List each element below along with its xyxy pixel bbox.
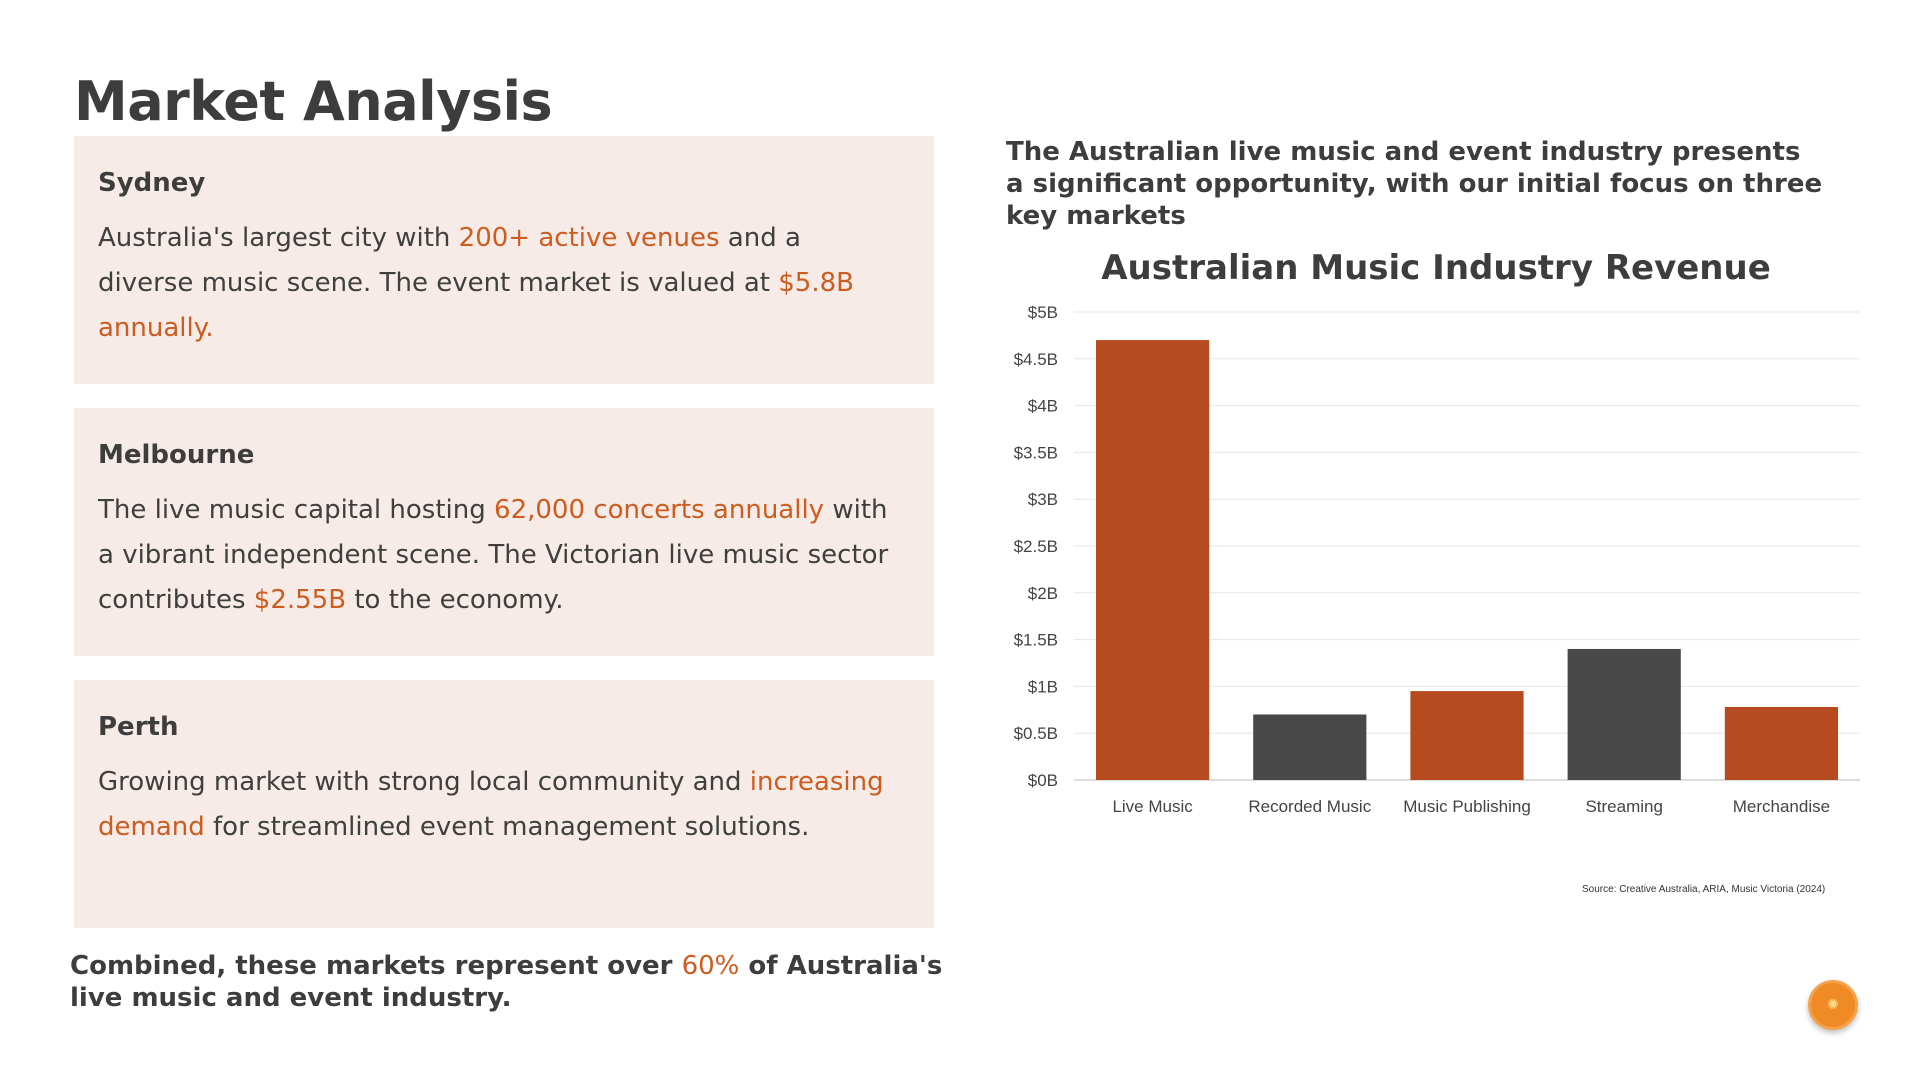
y-tick-label: $1B [1028, 677, 1058, 696]
y-tick-label: $0B [1028, 771, 1058, 790]
y-tick-label: $2.5B [1014, 537, 1058, 556]
highlight-text: 200+ active venues [458, 223, 720, 253]
x-tick-label: Streaming [1585, 797, 1662, 816]
highlight-text: 62,000 concerts annually [494, 495, 825, 525]
revenue-bar-chart: $0B $0.5B $1B $1.5B $2B $2.5B $3B $3.5B $4B $4.5B… [1014, 303, 1860, 816]
y-tick-label: $5B [1028, 303, 1058, 322]
highlight-text: increasing demand [98, 767, 884, 842]
page-title: Market Analysis [74, 70, 553, 133]
y-tick-label: $4B [1028, 397, 1058, 416]
x-tick-label: Live Music [1112, 797, 1193, 816]
x-tick-label: Recorded Music [1248, 797, 1371, 816]
body-text: Growing market with strong local communi… [98, 767, 750, 797]
body-text: for streamlined event management solutio… [204, 812, 810, 842]
x-tick-label: Music Publishing [1403, 797, 1531, 816]
bar [1724, 706, 1838, 780]
card-title: Perth [98, 712, 179, 742]
orange-slice-icon: ✺ [1827, 997, 1839, 1013]
body-text: to the economy. [346, 585, 564, 615]
chart-source: Source: Creative Australia, ARIA, Music … [1582, 884, 1826, 895]
chart-title: Australian Music Industry Revenue [1101, 248, 1771, 288]
body-text: The live music capital hosting [98, 495, 495, 525]
card-body: Australia's largest city with 200+ activ… [98, 216, 898, 351]
bar [1096, 340, 1210, 780]
body-text: Australia's largest city with [98, 223, 459, 253]
market-card-perth: Perth Growing market with strong local c… [74, 680, 934, 928]
card-body: Growing market with strong local communi… [98, 760, 898, 850]
y-tick-label: $3.5B [1014, 443, 1058, 462]
card-title: Melbourne [98, 440, 255, 470]
summary-highlight: 60% [681, 951, 740, 981]
bar [1410, 691, 1524, 780]
summary-before: Combined, these markets represent over [70, 951, 682, 981]
summary-text: Combined, these markets represent over 6… [70, 950, 950, 1014]
highlight-text: $5.8B annually. [98, 268, 854, 343]
highlight-text: $2.55B [253, 585, 347, 615]
card-body: The live music capital hosting 62,000 co… [98, 488, 898, 623]
summary-after: of Australia's live music and event indu… [70, 951, 943, 1013]
y-tick-label: $3B [1028, 490, 1058, 509]
body-text: and a diverse music scene. The event mar… [98, 223, 801, 298]
bar [1253, 714, 1367, 780]
market-card-sydney: Sydney Australia's largest city with 200… [74, 136, 934, 384]
y-tick-label: $2B [1028, 584, 1058, 603]
y-tick-label: $4.5B [1014, 350, 1058, 369]
body-text: with a vibrant independent scene. The Vi… [98, 495, 889, 615]
bar [1567, 648, 1681, 780]
x-tick-label: Merchandise [1733, 797, 1830, 816]
market-card-melbourne: Melbourne The live music capital hosting… [74, 408, 934, 656]
y-tick-label: $0.5B [1014, 724, 1058, 743]
card-title: Sydney [98, 168, 206, 198]
intro-text: The Australian live music and event indu… [1006, 137, 1823, 231]
y-tick-label: $1.5B [1014, 631, 1058, 650]
orange-logo-icon: ✺ [1808, 980, 1858, 1030]
